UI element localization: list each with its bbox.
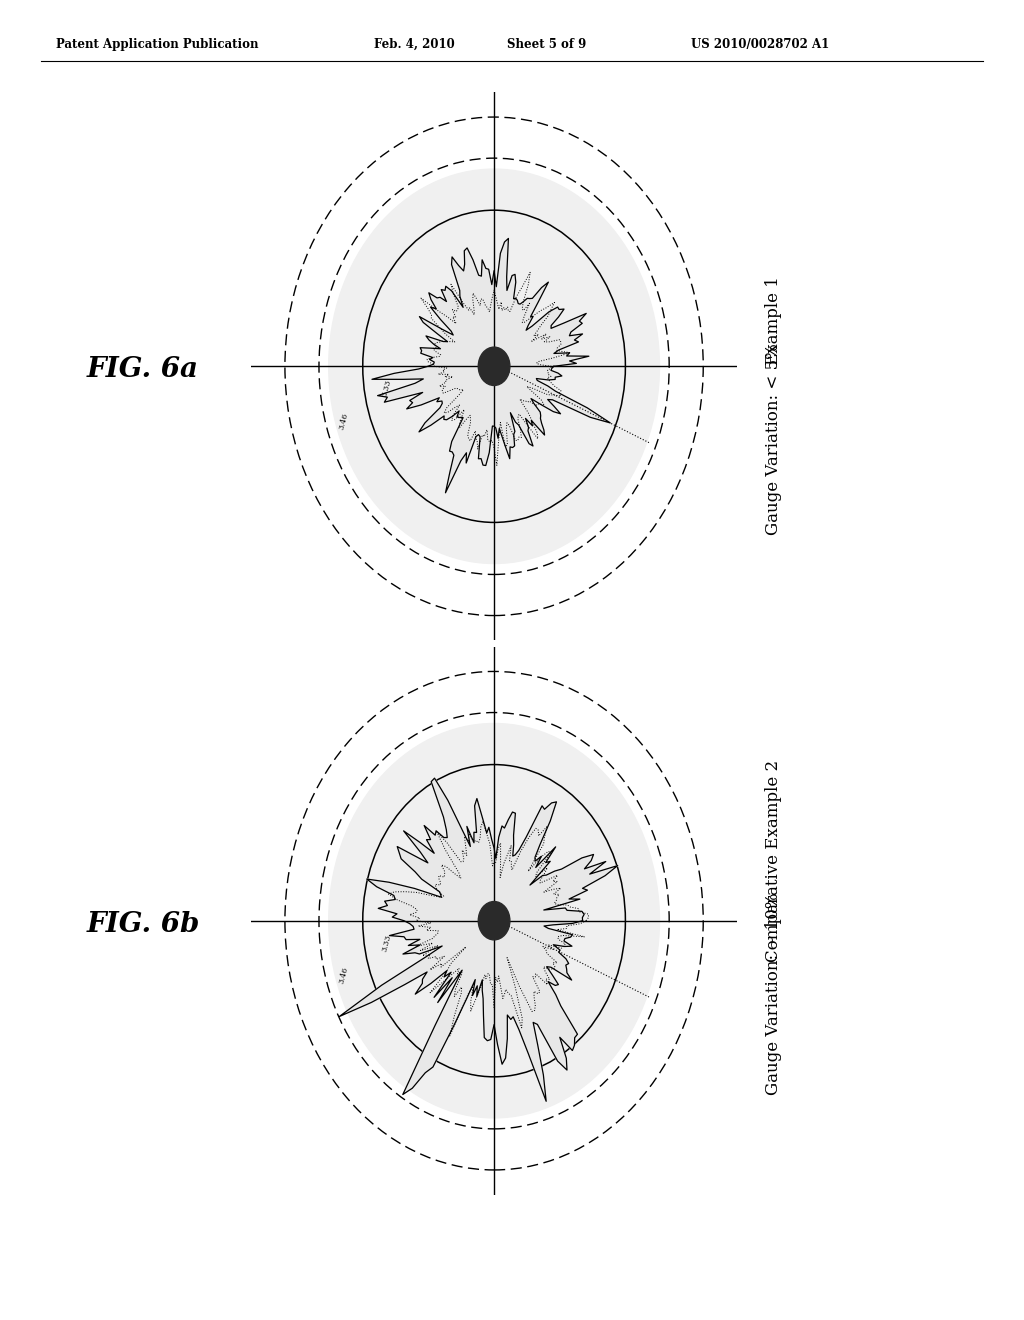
Text: Feb. 4, 2010: Feb. 4, 2010 bbox=[374, 37, 455, 50]
Polygon shape bbox=[372, 239, 610, 492]
Text: Example 1: Example 1 bbox=[765, 276, 781, 364]
Text: 3.33: 3.33 bbox=[381, 379, 393, 397]
Text: 3.46: 3.46 bbox=[337, 412, 349, 430]
Text: US 2010/0028702 A1: US 2010/0028702 A1 bbox=[691, 37, 829, 50]
Ellipse shape bbox=[478, 902, 510, 940]
Ellipse shape bbox=[329, 723, 659, 1118]
Text: Gauge Variation: < 5%: Gauge Variation: < 5% bbox=[765, 343, 781, 535]
Text: Patent Application Publication: Patent Application Publication bbox=[56, 37, 259, 50]
Text: FIG. 6b: FIG. 6b bbox=[87, 911, 201, 937]
Ellipse shape bbox=[329, 169, 659, 564]
Text: Gauge Variation: ~ 10%: Gauge Variation: ~ 10% bbox=[765, 892, 781, 1094]
Ellipse shape bbox=[275, 100, 713, 632]
Polygon shape bbox=[339, 779, 617, 1101]
Text: Sheet 5 of 9: Sheet 5 of 9 bbox=[507, 37, 586, 50]
Ellipse shape bbox=[478, 347, 510, 385]
Text: Comparative Example 2: Comparative Example 2 bbox=[765, 760, 781, 962]
Text: 3.33: 3.33 bbox=[381, 933, 393, 952]
Text: 3.46: 3.46 bbox=[337, 966, 349, 985]
Ellipse shape bbox=[275, 655, 713, 1187]
Text: FIG. 6a: FIG. 6a bbox=[87, 356, 199, 383]
